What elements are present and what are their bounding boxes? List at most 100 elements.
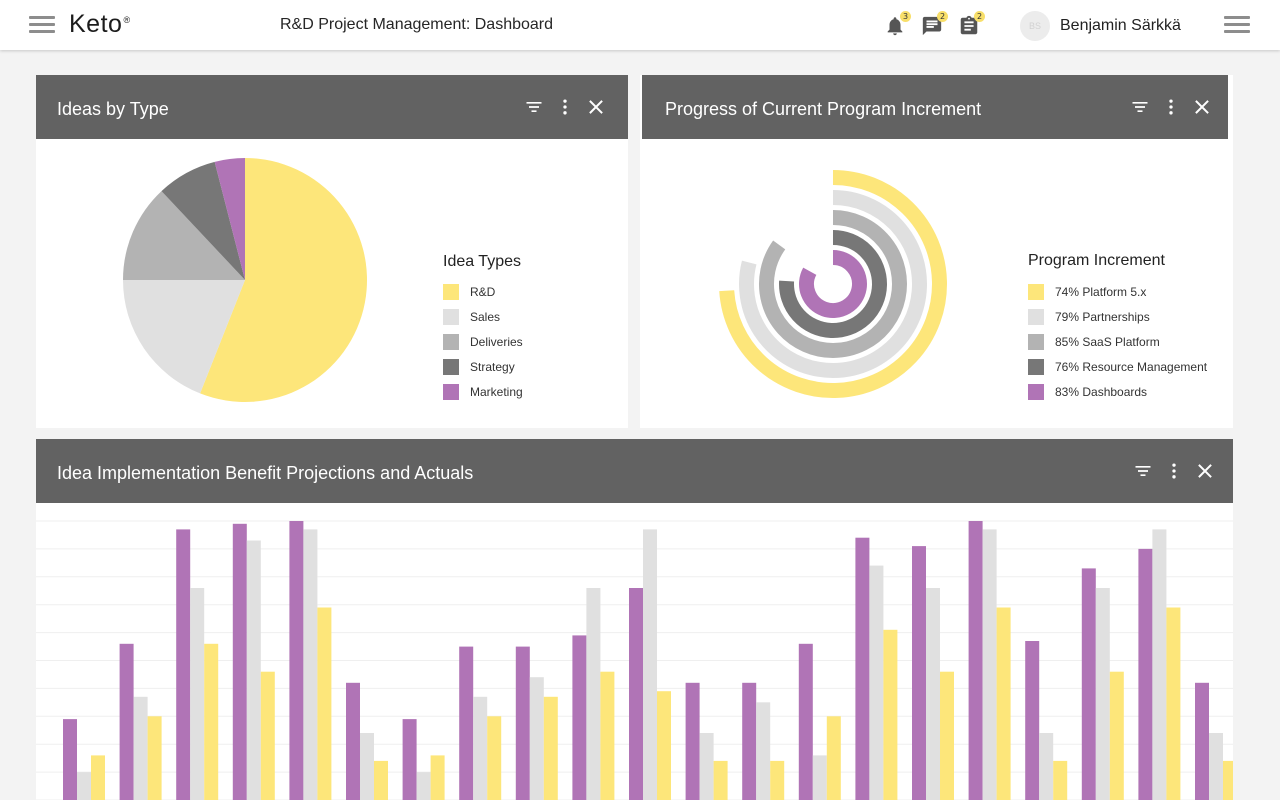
pie-slice-deliveries[interactable] <box>123 191 245 280</box>
bar-group-12-series-2[interactable] <box>699 733 714 800</box>
bar-group-8-series-1[interactable] <box>459 646 474 800</box>
bar-group-16-series-3[interactable] <box>940 671 954 800</box>
filter-icon[interactable] <box>1130 97 1150 117</box>
benefit-bar-chart <box>36 520 1233 800</box>
avatar[interactable]: BS <box>1020 11 1050 41</box>
bar-group-13-series-1[interactable] <box>742 682 757 800</box>
bar-group-20-series-1[interactable] <box>1138 548 1153 800</box>
bar-group-15-series-3[interactable] <box>883 629 898 800</box>
notifications-button[interactable]: 3 <box>884 11 911 37</box>
legend-swatch <box>1028 359 1044 375</box>
bar-group-19-series-1[interactable] <box>1081 568 1096 800</box>
bar-group-11-series-1[interactable] <box>629 588 643 800</box>
bar-group-11-series-2[interactable] <box>643 529 657 800</box>
bar-group-1-series-3[interactable] <box>91 755 105 800</box>
bar-group-16-series-1[interactable] <box>912 546 926 800</box>
panel-header: Progress of Current Program Increment <box>642 75 1228 139</box>
bar-group-14-series-1[interactable] <box>798 643 813 800</box>
bar-group-20-series-2[interactable] <box>1152 529 1167 800</box>
bar-group-15-series-2[interactable] <box>869 565 884 800</box>
close-icon[interactable] <box>1192 97 1212 117</box>
bar-group-10-series-2[interactable] <box>586 588 601 800</box>
bar-group-7-series-2[interactable] <box>416 772 431 800</box>
bar-group-3-series-1[interactable] <box>176 529 191 800</box>
bar-group-21-series-2[interactable] <box>1209 733 1223 800</box>
bar-group-6-series-1[interactable] <box>346 682 360 800</box>
bar-group-18-series-3[interactable] <box>1053 760 1068 800</box>
bar-group-17-series-1[interactable] <box>968 521 983 800</box>
more-options-icon[interactable] <box>555 97 575 117</box>
bar-group-7-series-1[interactable] <box>402 719 417 800</box>
bar-group-11-series-3[interactable] <box>657 691 671 800</box>
pie-slice-sales[interactable] <box>123 280 245 394</box>
bar-group-19-series-3[interactable] <box>1109 671 1124 800</box>
bar-group-2-series-2[interactable] <box>133 696 148 800</box>
bar-group-10-series-3[interactable] <box>600 671 615 800</box>
close-icon[interactable] <box>1195 461 1215 481</box>
bar-group-2-series-3[interactable] <box>147 716 162 800</box>
bar-group-17-series-3[interactable] <box>996 607 1011 800</box>
filter-icon[interactable] <box>1133 461 1153 481</box>
bar-group-8-series-3[interactable] <box>487 716 502 800</box>
legend-swatch <box>443 309 459 325</box>
bar-group-12-series-3[interactable] <box>713 760 728 800</box>
logo-registered-mark: ® <box>123 14 131 25</box>
bar-group-10-series-1[interactable] <box>572 635 587 800</box>
bell-icon <box>887 17 903 36</box>
bar-group-13-series-3[interactable] <box>770 760 785 800</box>
more-options-icon[interactable] <box>1161 97 1181 117</box>
bar-group-19-series-2[interactable] <box>1095 588 1110 800</box>
radial-bar-saas-platform[interactable] <box>759 210 907 358</box>
bar-group-6-series-3[interactable] <box>374 760 388 800</box>
bar-group-18-series-1[interactable] <box>1025 641 1040 800</box>
legend-swatch <box>443 359 459 375</box>
bar-group-4-series-2[interactable] <box>246 540 261 800</box>
bar-group-8-series-2[interactable] <box>473 696 488 800</box>
bar-group-16-series-2[interactable] <box>926 588 940 800</box>
bar-group-18-series-2[interactable] <box>1039 733 1054 800</box>
bar-group-9-series-1[interactable] <box>515 646 530 800</box>
bar-group-12-series-1[interactable] <box>685 682 700 800</box>
bar-group-21-series-3[interactable] <box>1223 760 1233 800</box>
side-menu-icon[interactable] <box>1224 16 1250 34</box>
bar-group-9-series-3[interactable] <box>543 696 558 800</box>
app-logo[interactable]: Keto® <box>69 10 131 39</box>
bar-group-7-series-3[interactable] <box>430 755 445 800</box>
more-options-icon[interactable] <box>1164 461 1184 481</box>
bar-group-3-series-3[interactable] <box>204 643 219 800</box>
bar-group-6-series-2[interactable] <box>360 733 374 800</box>
filter-icon[interactable] <box>524 97 544 117</box>
bar-group-15-series-1[interactable] <box>855 537 870 800</box>
tasks-button[interactable]: 2 <box>958 11 985 37</box>
legend-title: Idea Types <box>443 253 521 270</box>
program-increment-radial-chart <box>719 170 947 398</box>
messages-button[interactable]: 2 <box>921 11 948 37</box>
radial-bar-partnerships[interactable] <box>739 190 927 378</box>
pie-slice-strategy[interactable] <box>161 161 245 280</box>
bar-group-17-series-2[interactable] <box>982 529 997 800</box>
page-title: R&D Project Management: Dashboard <box>280 16 554 33</box>
bar-group-1-series-2[interactable] <box>77 772 91 800</box>
bar-group-9-series-2[interactable] <box>529 677 544 800</box>
bar-group-2-series-1[interactable] <box>119 643 134 800</box>
close-icon[interactable] <box>586 97 606 117</box>
bar-group-5-series-2[interactable] <box>303 529 318 800</box>
bar-group-14-series-2[interactable] <box>812 755 827 800</box>
pie-slice-r-d[interactable] <box>200 158 368 402</box>
bar-group-20-series-3[interactable] <box>1166 607 1181 800</box>
bar-group-1-series-1[interactable] <box>63 719 77 800</box>
bar-group-21-series-1[interactable] <box>1195 682 1209 800</box>
radial-bar-resource-management[interactable] <box>779 230 887 338</box>
bar-group-14-series-3[interactable] <box>826 716 841 800</box>
bar-group-4-series-3[interactable] <box>260 671 275 800</box>
bar-group-5-series-1[interactable] <box>289 521 304 800</box>
main-menu-icon[interactable] <box>29 16 55 34</box>
user-name[interactable]: Benjamin Särkkä <box>1060 17 1181 34</box>
bar-group-4-series-1[interactable] <box>232 523 247 800</box>
bar-group-5-series-3[interactable] <box>317 607 332 800</box>
radial-bar-platform-5-x[interactable] <box>719 170 947 398</box>
bar-group-13-series-2[interactable] <box>756 702 771 800</box>
pie-slice-marketing[interactable] <box>214 158 245 280</box>
radial-bar-dashboards[interactable] <box>799 250 867 318</box>
bar-group-3-series-2[interactable] <box>190 588 205 800</box>
